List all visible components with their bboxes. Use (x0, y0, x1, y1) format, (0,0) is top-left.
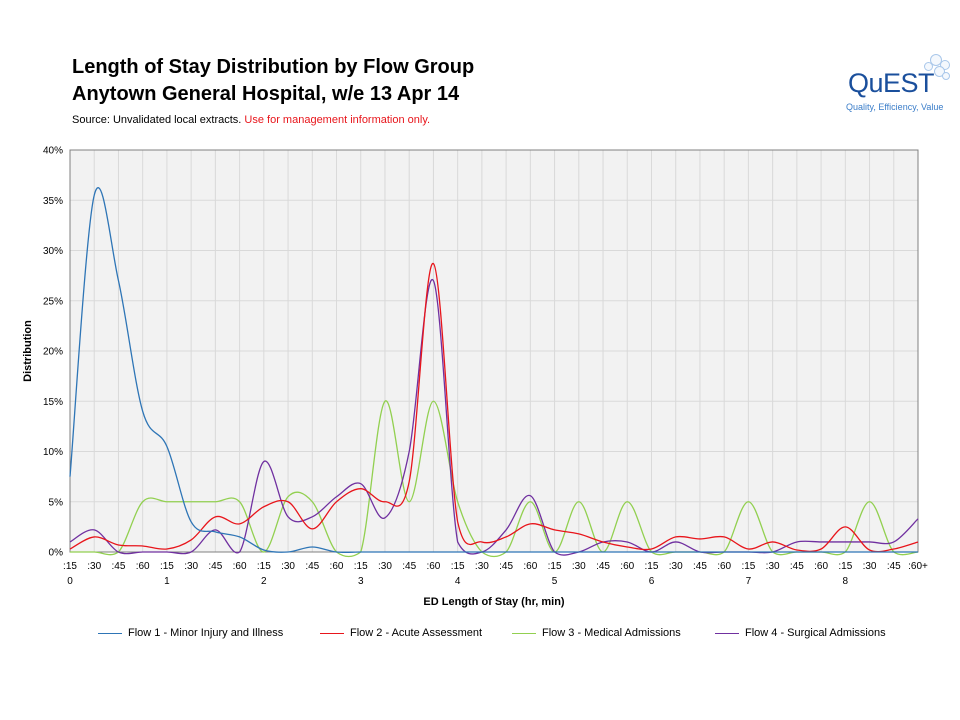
x-tick-label: :45 (693, 561, 707, 572)
legend-label: Flow 2 - Acute Assessment (350, 627, 483, 639)
x-tick-label: :60 (523, 561, 537, 572)
y-tick-label: 15% (43, 397, 63, 408)
series-line-flow-2 (69, 262, 919, 553)
legend-label: Flow 4 - Surgical Admissions (745, 627, 886, 639)
legend-item-flow-2: Flow 2 - Acute Assessment (320, 624, 482, 642)
x-tick-label: :60 (233, 561, 247, 572)
legend-item-flow-4: Flow 4 - Surgical Admissions (715, 624, 886, 642)
x-tick-label: :30 (863, 561, 877, 572)
x-tick-label: :15 (741, 561, 755, 572)
x-tick-label: :60 (814, 561, 828, 572)
x-hour-label: 4 (455, 576, 461, 587)
x-tick-label: :45 (112, 561, 126, 572)
x-hour-label: 0 (67, 576, 73, 587)
x-tick-label: :60+ (908, 561, 928, 572)
x-tick-label: :15 (645, 561, 659, 572)
logo-bubble (940, 60, 950, 70)
legend-swatch (98, 632, 122, 634)
legend-item-flow-1: Flow 1 - Minor Injury and Illness (98, 624, 283, 642)
x-tick-label: :60 (330, 561, 344, 572)
x-tick-label: :30 (281, 561, 295, 572)
title-line-1: Length of Stay Distribution by Flow Grou… (72, 56, 475, 78)
x-hour-label: 1 (164, 576, 170, 587)
quest-logo: QuEST Quality, Efficiency, Value (840, 50, 952, 116)
x-tick-label: :60 (620, 561, 634, 572)
chart-title: Length of Stay Distribution by Flow Grou… (72, 54, 474, 108)
logo-bubble (934, 66, 945, 77)
y-axis-title: Distribution (22, 320, 34, 382)
x-hour-label: 8 (843, 576, 849, 587)
x-tick-label: :45 (208, 561, 222, 572)
x-tick-label: :60 (717, 561, 731, 572)
x-tick-label: :30 (669, 561, 683, 572)
legend-swatch (320, 632, 344, 634)
x-tick-label: :45 (402, 561, 416, 572)
legend-swatch (512, 632, 536, 634)
x-tick-label: :45 (887, 561, 901, 572)
source-prefix: Source: Unvalidated local extracts. (72, 114, 245, 126)
x-tick-label: :30 (766, 561, 780, 572)
x-tick-label: :60 (426, 561, 440, 572)
legend-label: Flow 1 - Minor Injury and Illness (128, 627, 284, 639)
logo-text: QuEST (848, 68, 935, 98)
x-hour-label: 5 (552, 576, 558, 587)
y-tick-label: 35% (43, 196, 63, 207)
x-hour-label: 2 (261, 576, 267, 587)
title-line-2: Anytown General Hospital, w/e 13 Apr 14 (72, 83, 460, 105)
x-tick-label: :15 (354, 561, 368, 572)
legend-label: Flow 3 - Medical Admissions (542, 627, 681, 639)
x-axis-title: ED Length of Stay (hr, min) (423, 596, 565, 608)
x-tick-label: :60 (136, 561, 150, 572)
logo-tagline: Quality, Efficiency, Value (846, 102, 944, 112)
x-tick-label: :45 (596, 561, 610, 572)
x-hour-label: 3 (358, 576, 364, 587)
x-tick-label: :45 (499, 561, 513, 572)
y-tick-label: 0% (49, 548, 64, 559)
x-tick-label: :15 (548, 561, 562, 572)
x-tick-label: :15 (257, 561, 271, 572)
logo-bubble (924, 62, 933, 71)
x-tick-label: :15 (63, 561, 77, 572)
x-tick-label: :30 (87, 561, 101, 572)
y-tick-label: 20% (43, 347, 63, 358)
series-line-flow-1 (69, 187, 918, 554)
legend-item-flow-3: Flow 3 - Medical Admissions (512, 624, 681, 642)
y-tick-label: 25% (43, 296, 63, 307)
logo-bubble (942, 72, 950, 80)
x-tick-label: :15 (838, 561, 852, 572)
x-tick-label: :45 (790, 561, 804, 572)
x-tick-label: :30 (378, 561, 392, 572)
source-warning: Use for management information only. (244, 114, 431, 126)
source-note: Source: Unvalidated local extracts. Use … (72, 114, 430, 126)
x-tick-label: :30 (572, 561, 586, 572)
x-tick-label: :30 (184, 561, 198, 572)
y-tick-label: 10% (43, 447, 63, 458)
x-tick-label: :45 (305, 561, 319, 572)
y-tick-label: 40% (43, 146, 63, 157)
legend-swatch (715, 632, 739, 634)
x-tick-label: :15 (160, 561, 174, 572)
x-hour-label: 7 (746, 576, 752, 587)
x-tick-label: :15 (451, 561, 465, 572)
x-tick-label: :30 (475, 561, 489, 572)
y-tick-label: 5% (49, 497, 64, 508)
x-hour-label: 6 (649, 576, 655, 587)
y-tick-label: 30% (43, 246, 63, 257)
chart-legend: Flow 1 - Minor Injury and Illness Flow 2 … (98, 624, 938, 642)
